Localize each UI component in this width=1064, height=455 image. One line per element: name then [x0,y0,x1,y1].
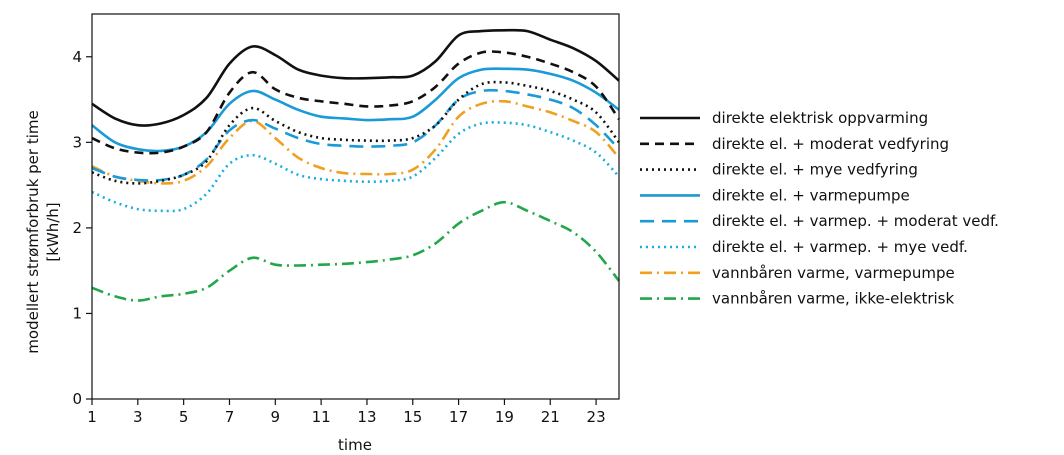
y-axis-label-group: modellert strømforbruk per time [kWh/h] [24,110,62,353]
y-axis-unit-label: [kWh/h] [44,202,62,261]
series-line-vannb-ren-varme-ikke-elektrisk [91,200,621,302]
x-tick-label: 21 [541,408,560,426]
x-axis-label: time [338,436,372,454]
y-axis-label: modellert strømforbruk per time [24,110,42,353]
legend-label-vannb-ren-varme-varmepumpe: vannbåren varme, varmepumpe [712,264,955,282]
plot-lines [91,28,621,302]
legend-label-direkte-el-varmepumpe: direkte el. + varmepumpe [712,186,910,204]
legend-label-vannb-ren-varme-ikke-elektrisk: vannbåren varme, ikke-elektrisk [712,290,954,308]
legend-label-direkte-el-varmep-moderat-vedf: direkte el. + varmep. + moderat vedf. [712,212,999,230]
x-tick-label: 7 [225,408,235,426]
y-tick-label: 4 [72,48,82,66]
y-tick-label: 0 [72,390,82,408]
x-tick-label: 11 [312,408,331,426]
x-tick-label: 3 [133,408,143,426]
x-tick-label: 9 [271,408,281,426]
legend: direkte elektrisk oppvarming direkte el. … [640,109,999,308]
legend-label-direkte-elektrisk-oppvarming: direkte elektrisk oppvarming [712,109,928,127]
series-line-direkte-el-moderat-vedfyring [91,50,621,155]
series-line-direkte-elektrisk-oppvarming [91,28,620,127]
series-line-vannb-ren-varme-varmepumpe [91,99,620,185]
x-axis: 1 3 5 7 9 11 13 15 17 19 21 23 [87,399,606,426]
series-line-direkte-el-varmep-mye-vedf [91,121,620,213]
legend-label-direkte-el-moderat-vedfyring: direkte el. + moderat vedfyring [712,135,949,153]
x-tick-label: 17 [449,408,468,426]
x-tick-label: 23 [587,408,606,426]
series-line-direkte-el-varmep-moderat-vedf [91,88,620,182]
legend-label-direkte-el-varmep-mye-vedf: direkte el. + varmep. + mye vedf. [712,238,968,256]
x-tick-label: 1 [87,408,97,426]
y-axis: 0 1 2 3 4 [72,48,92,408]
x-tick-label: 13 [357,408,376,426]
plot-frame [91,13,620,400]
x-tick-label: 19 [495,408,514,426]
x-tick-label: 15 [403,408,422,426]
y-tick-label: 2 [72,219,82,237]
x-tick-label: 5 [179,408,189,426]
y-tick-label: 1 [72,304,82,322]
y-tick-label: 3 [72,133,82,151]
legend-label-direkte-el-mye-vedfyring: direkte el. + mye vedfyring [712,161,918,179]
